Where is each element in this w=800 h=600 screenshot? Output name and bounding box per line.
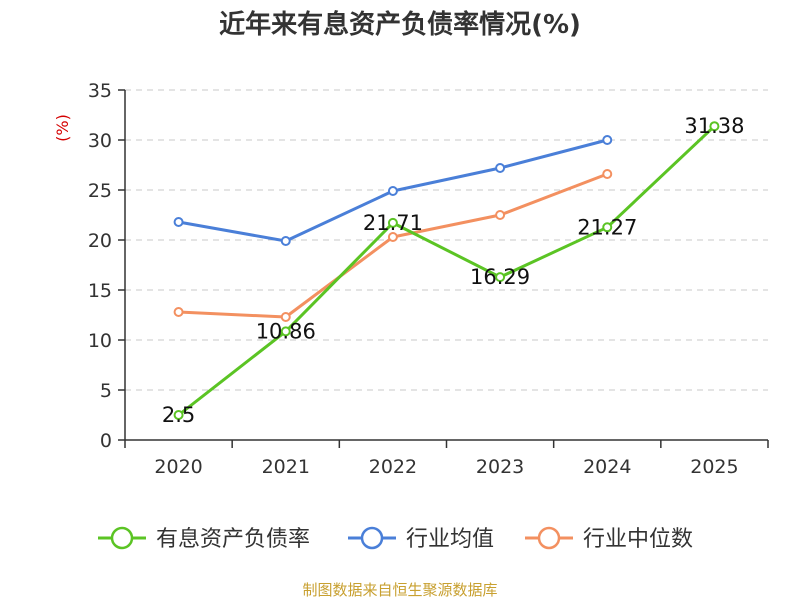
data-point xyxy=(280,236,291,246)
legend-label: 行业中位数 xyxy=(583,527,693,552)
data-point xyxy=(387,217,398,228)
y-tick-label: 15 xyxy=(88,280,112,302)
legend-item: 行业均值 xyxy=(348,526,494,552)
data-point xyxy=(602,222,613,233)
legend-label: 行业均值 xyxy=(406,527,494,552)
data-point xyxy=(173,217,184,227)
y-tick-label: 25 xyxy=(88,180,112,202)
legend-item: 有息资产负债率 xyxy=(98,526,310,552)
y-tick-label: 30 xyxy=(88,130,112,152)
x-tick-label: 2024 xyxy=(583,456,631,478)
data-point xyxy=(709,121,720,132)
x-tick-label: 2025 xyxy=(690,456,738,478)
y-axis-unit: (%) xyxy=(53,114,72,142)
x-tick-label: 2023 xyxy=(476,456,524,478)
legend-item: 行业中位数 xyxy=(525,526,693,552)
legend-marker xyxy=(537,526,561,550)
data-label: 2.5 xyxy=(162,403,195,427)
data-point xyxy=(173,410,184,420)
chart-title: 近年来有息资产负债率情况(%) xyxy=(219,9,581,40)
data-point xyxy=(602,169,613,179)
data-labels: 2.5 10.86 21.71 16.29 21.27 31.38 xyxy=(162,114,745,427)
y-tick-label: 5 xyxy=(100,380,112,402)
data-point xyxy=(387,232,398,242)
data-point xyxy=(495,163,506,173)
data-label: 21.71 xyxy=(363,211,423,235)
x-tick-label: 2020 xyxy=(154,456,202,478)
x-tick-label: 2021 xyxy=(262,456,310,478)
legend-label: 有息资产负债率 xyxy=(156,527,310,552)
legend: 有息资产负债率 行业均值 行业中位数 xyxy=(98,526,693,552)
data-point xyxy=(387,186,398,196)
source-note: 制图数据来自恒生聚源数据库 xyxy=(302,581,497,599)
x-tick-label: 2022 xyxy=(369,456,417,478)
data-label: 16.29 xyxy=(470,265,530,289)
data-point xyxy=(602,135,613,145)
gridlines xyxy=(125,89,768,391)
data-point xyxy=(280,312,291,322)
data-point xyxy=(495,210,506,220)
y-tick-label: 0 xyxy=(100,430,112,452)
y-tick-label: 10 xyxy=(88,330,112,352)
data-point xyxy=(495,272,506,283)
y-tick-label: 35 xyxy=(88,80,112,102)
series-lines xyxy=(173,121,720,420)
data-point xyxy=(280,326,291,337)
legend-marker xyxy=(110,526,134,550)
data-label: 21.27 xyxy=(577,215,637,239)
data-label: 31.38 xyxy=(684,114,744,138)
series-line xyxy=(177,125,716,417)
data-point xyxy=(173,307,184,317)
y-tick-label: 20 xyxy=(88,230,112,252)
legend-marker xyxy=(360,526,384,550)
data-label: 10.86 xyxy=(256,319,316,343)
